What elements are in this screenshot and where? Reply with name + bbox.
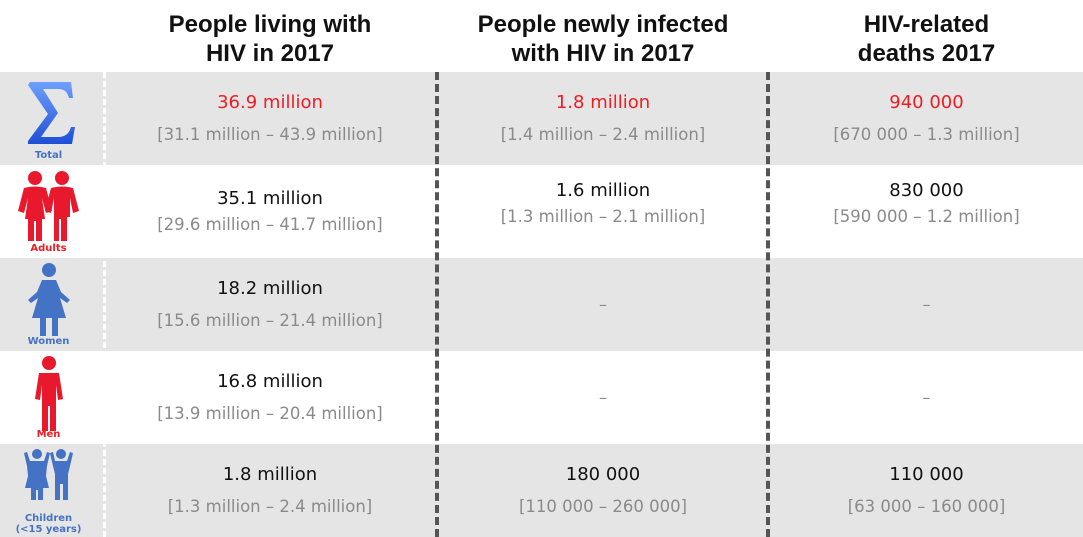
children-newly-value: 180 000 — [565, 463, 641, 485]
row-women-label: Women — [27, 336, 70, 347]
men-living-range: [13.9 million – 20.4 million] — [157, 403, 383, 423]
men-living-value: 16.8 million — [217, 370, 323, 392]
adults-living-value: 35.1 million — [217, 187, 323, 209]
header-deaths: HIV-related deaths 2017 — [770, 10, 1083, 68]
row-total: Total 36.9 million [31.1 million – 43.9 … — [0, 72, 1083, 165]
column-divider-1 — [435, 72, 439, 537]
row-total-icon-cell: Total — [0, 72, 97, 165]
women-newly-cell: – — [438, 258, 768, 351]
women-newly-value: – — [599, 295, 607, 314]
row-men-icon-cell: Men — [0, 351, 97, 444]
total-deaths-cell: 940 000 [670 000 – 1.3 million] — [770, 72, 1083, 165]
total-newly-range: [1.4 million – 2.4 million] — [500, 124, 706, 144]
header-newly-infected: People newly infected with HIV in 2017 — [438, 10, 768, 68]
children-newly-range: [110 000 – 260 000] — [518, 496, 688, 516]
row-children-icon-cell: Children (<15 years) — [0, 444, 97, 537]
woman-icon — [28, 263, 70, 336]
row-women: Women 18.2 million [15.6 million – 21.4 … — [0, 258, 1083, 351]
women-living-cell: 18.2 million [15.6 million – 21.4 millio… — [105, 258, 435, 351]
adults-living-range: [29.6 million – 41.7 million] — [157, 214, 383, 234]
children-deaths-cell: 110 000 [63 000 – 160 000] — [770, 444, 1083, 537]
header-deaths-line-1: HIV-related — [863, 11, 990, 38]
header-newly-infected-line-1: People newly infected — [477, 11, 729, 38]
adults-deaths-range: [590 000 – 1.2 million] — [833, 206, 1020, 226]
children-newly-cell: 180 000 [110 000 – 260 000] — [438, 444, 768, 537]
total-living-value: 36.9 million — [217, 91, 323, 113]
header-deaths-line-2: deaths 2017 — [857, 40, 996, 67]
sigma-icon — [28, 82, 75, 144]
children-icon — [24, 449, 73, 500]
row-men-label: Men — [36, 429, 61, 440]
total-deaths-value: 940 000 — [889, 91, 964, 113]
row-children-label-line-2: (<15 years) — [15, 524, 82, 535]
header-people-living-line-1: People living with — [168, 11, 372, 38]
adults-newly-range: [1.3 million – 2.1 million] — [500, 206, 706, 226]
women-living-range: [15.6 million – 21.4 million] — [157, 310, 383, 330]
header-newly-infected-line-2: with HIV in 2017 — [511, 40, 695, 67]
row-women-icon-cell: Women — [0, 258, 97, 351]
adults-newly-cell: 1.6 million [1.3 million – 2.1 million] — [438, 157, 768, 250]
row-men: Men 16.8 million [13.9 million – 20.4 mi… — [0, 351, 1083, 444]
row-children-label: Children (<15 years) — [0, 513, 97, 535]
row-children: Children (<15 years) 1.8 million [1.3 mi… — [0, 444, 1083, 537]
adults-icon — [18, 171, 79, 241]
total-newly-cell: 1.8 million [1.4 million – 2.4 million] — [438, 72, 768, 165]
total-deaths-range: [670 000 – 1.3 million] — [833, 124, 1020, 144]
men-newly-value: – — [599, 388, 607, 407]
children-living-range: [1.3 million – 2.4 million] — [167, 496, 373, 516]
adults-deaths-value: 830 000 — [889, 179, 964, 201]
children-deaths-range: [63 000 – 160 000] — [847, 496, 1006, 516]
total-newly-value: 1.8 million — [555, 91, 651, 113]
adults-deaths-cell: 830 000 [590 000 – 1.2 million] — [770, 157, 1083, 250]
men-living-cell: 16.8 million [13.9 million – 20.4 millio… — [105, 351, 435, 444]
header-people-living: People living with HIV in 2017 — [105, 10, 435, 68]
women-deaths-value: – — [922, 295, 931, 314]
children-deaths-value: 110 000 — [889, 463, 964, 485]
table-header: People living with HIV in 2017 People ne… — [0, 0, 1083, 72]
children-living-cell: 1.8 million [1.3 million – 2.4 million] — [105, 444, 435, 537]
men-newly-cell: – — [438, 351, 768, 444]
row-adults: Adults 35.1 million [29.6 million – 41.7… — [0, 165, 1083, 258]
men-deaths-value: – — [922, 388, 931, 407]
row-children-label-line-1: Children — [24, 513, 73, 524]
women-deaths-cell: – — [770, 258, 1083, 351]
column-divider-icon — [103, 72, 106, 537]
row-adults-label: Adults — [30, 243, 67, 254]
children-living-value: 1.8 million — [222, 463, 318, 485]
total-living-range: [31.1 million – 43.9 million] — [157, 124, 383, 144]
adults-living-cell: 35.1 million [29.6 million – 41.7 millio… — [105, 165, 435, 258]
women-living-value: 18.2 million — [217, 277, 323, 299]
men-deaths-cell: – — [770, 351, 1083, 444]
row-adults-icon-cell: Adults — [0, 165, 97, 258]
man-icon — [35, 356, 63, 431]
total-living-cell: 36.9 million [31.1 million – 43.9 millio… — [105, 72, 435, 165]
row-total-label: Total — [34, 150, 63, 161]
column-divider-2 — [766, 72, 770, 537]
adults-newly-value: 1.6 million — [555, 179, 651, 201]
header-people-living-line-2: HIV in 2017 — [205, 40, 335, 67]
